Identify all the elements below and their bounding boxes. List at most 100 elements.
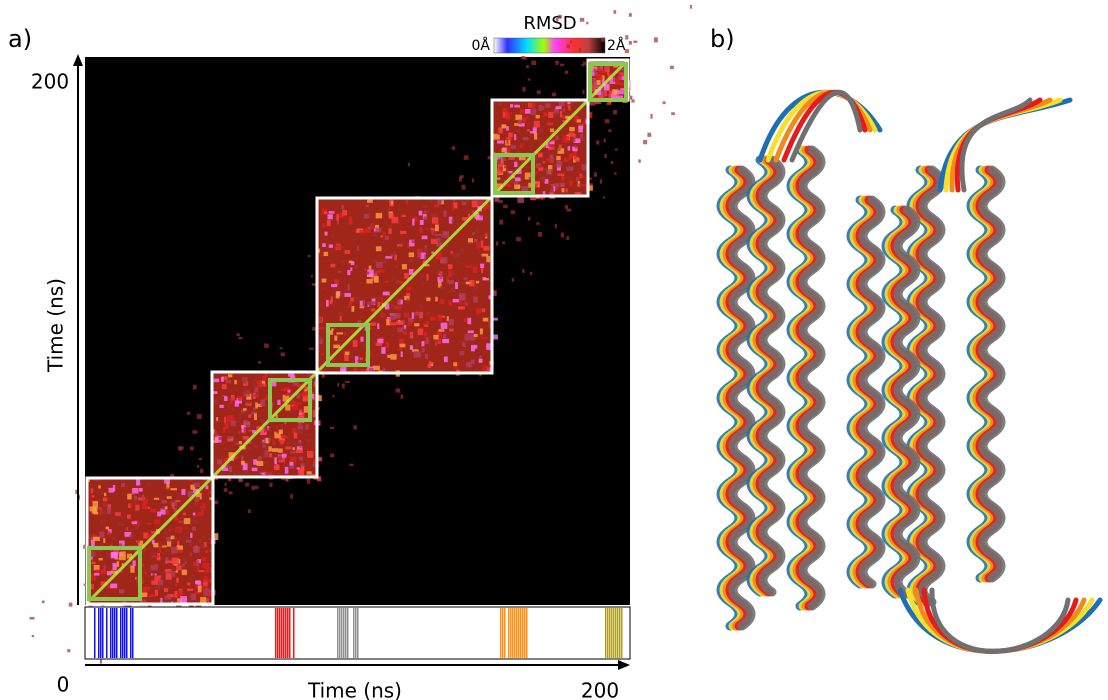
heat-cell [421, 235, 428, 240]
heat-cell [331, 328, 334, 331]
heat-cell [263, 397, 267, 401]
heat-cell [549, 128, 555, 133]
heat-cell [596, 73, 603, 81]
heat-cell [244, 470, 249, 474]
heat-cell [582, 120, 586, 125]
cluster-center [87, 546, 142, 601]
heat-cell [128, 503, 131, 508]
heat-cell [596, 140, 600, 145]
heat-cell [461, 342, 466, 348]
heat-cell [408, 252, 415, 258]
heat-cell [173, 507, 177, 512]
cluster-bar [277, 608, 279, 658]
heat-cell [292, 447, 295, 451]
heat-cell [376, 261, 383, 269]
heat-cell [165, 549, 170, 552]
heat-cell [365, 204, 369, 208]
heat-cell [578, 183, 583, 189]
heat-cell [242, 390, 247, 394]
cluster-bar [289, 608, 291, 658]
heat-cell [132, 499, 137, 504]
heat-cell [301, 387, 304, 391]
heat-cell [509, 179, 515, 184]
heat-cell [482, 232, 488, 237]
cluster-boxes [85, 58, 630, 606]
heat-cell [199, 569, 204, 573]
heat-cell [226, 415, 234, 422]
heat-cell [370, 322, 377, 326]
heat-cell [257, 361, 261, 364]
heat-cell [319, 335, 322, 341]
heat-cell [312, 452, 318, 456]
heat-cell [296, 429, 301, 434]
heat-cell [522, 117, 527, 123]
heat-cell [474, 238, 478, 243]
heat-cell [548, 146, 555, 150]
heat-cell [90, 488, 93, 494]
heat-cell [552, 92, 557, 97]
heat-cell [611, 93, 617, 99]
heat-cell [251, 467, 258, 472]
heat-cell [481, 308, 486, 313]
heat-cell [421, 281, 424, 286]
heat-cell [522, 87, 526, 92]
heat-cell [248, 429, 253, 432]
heat-cell [332, 395, 335, 398]
heat-cell [480, 263, 485, 268]
heat-cell [294, 399, 298, 405]
heat-cell [230, 394, 235, 401]
heat-cell [481, 253, 489, 257]
heat-cell [619, 82, 625, 86]
heat-cell [241, 425, 246, 433]
heat-cell [348, 218, 353, 225]
heat-cell [471, 200, 478, 207]
heat-cell [510, 210, 516, 215]
heat-cell [233, 440, 237, 446]
helix [969, 165, 997, 583]
heat-cell [298, 456, 303, 461]
heat-cell [562, 135, 570, 143]
heat-cell [310, 275, 313, 278]
heat-cell [521, 186, 529, 193]
heat-cell [498, 199, 503, 204]
heat-cell [420, 274, 424, 279]
heat-cell [372, 301, 377, 304]
heat-cell [378, 310, 383, 315]
heat-cell [575, 191, 581, 195]
heat-cell [533, 156, 538, 161]
heat-cell [494, 177, 501, 180]
heat-cell [197, 512, 202, 517]
heat-cell [375, 212, 383, 219]
heat-cell [198, 457, 202, 461]
heat-cell [281, 476, 286, 481]
heat-cell [443, 210, 447, 217]
heat-cell [501, 148, 506, 153]
heat-cell [450, 251, 454, 256]
heat-cell [566, 44, 571, 49]
heat-cell [192, 430, 198, 434]
heat-cell [689, 4, 692, 9]
heat-cell [147, 506, 150, 510]
heat-cell [505, 112, 512, 115]
heat-cell [321, 353, 324, 356]
heat-cell [368, 368, 374, 371]
heat-cell [542, 191, 546, 195]
heat-cell [574, 143, 577, 149]
heat-cell [90, 574, 96, 581]
heat-cell [389, 322, 396, 326]
heat-cell [181, 565, 186, 568]
heat-cell [263, 383, 266, 387]
heat-cell [205, 587, 209, 591]
heat-cell [530, 271, 533, 276]
helix [858, 195, 886, 589]
heat-cell [382, 291, 390, 296]
heat-cell [317, 420, 321, 425]
heat-cell [151, 539, 155, 545]
heat-cell [187, 588, 194, 591]
heat-cell [122, 574, 125, 577]
heat-cell [575, 157, 580, 162]
heat-cell [168, 528, 171, 533]
heat-cell [165, 533, 168, 536]
heat-cell [296, 449, 303, 454]
heat-cell [195, 560, 200, 566]
